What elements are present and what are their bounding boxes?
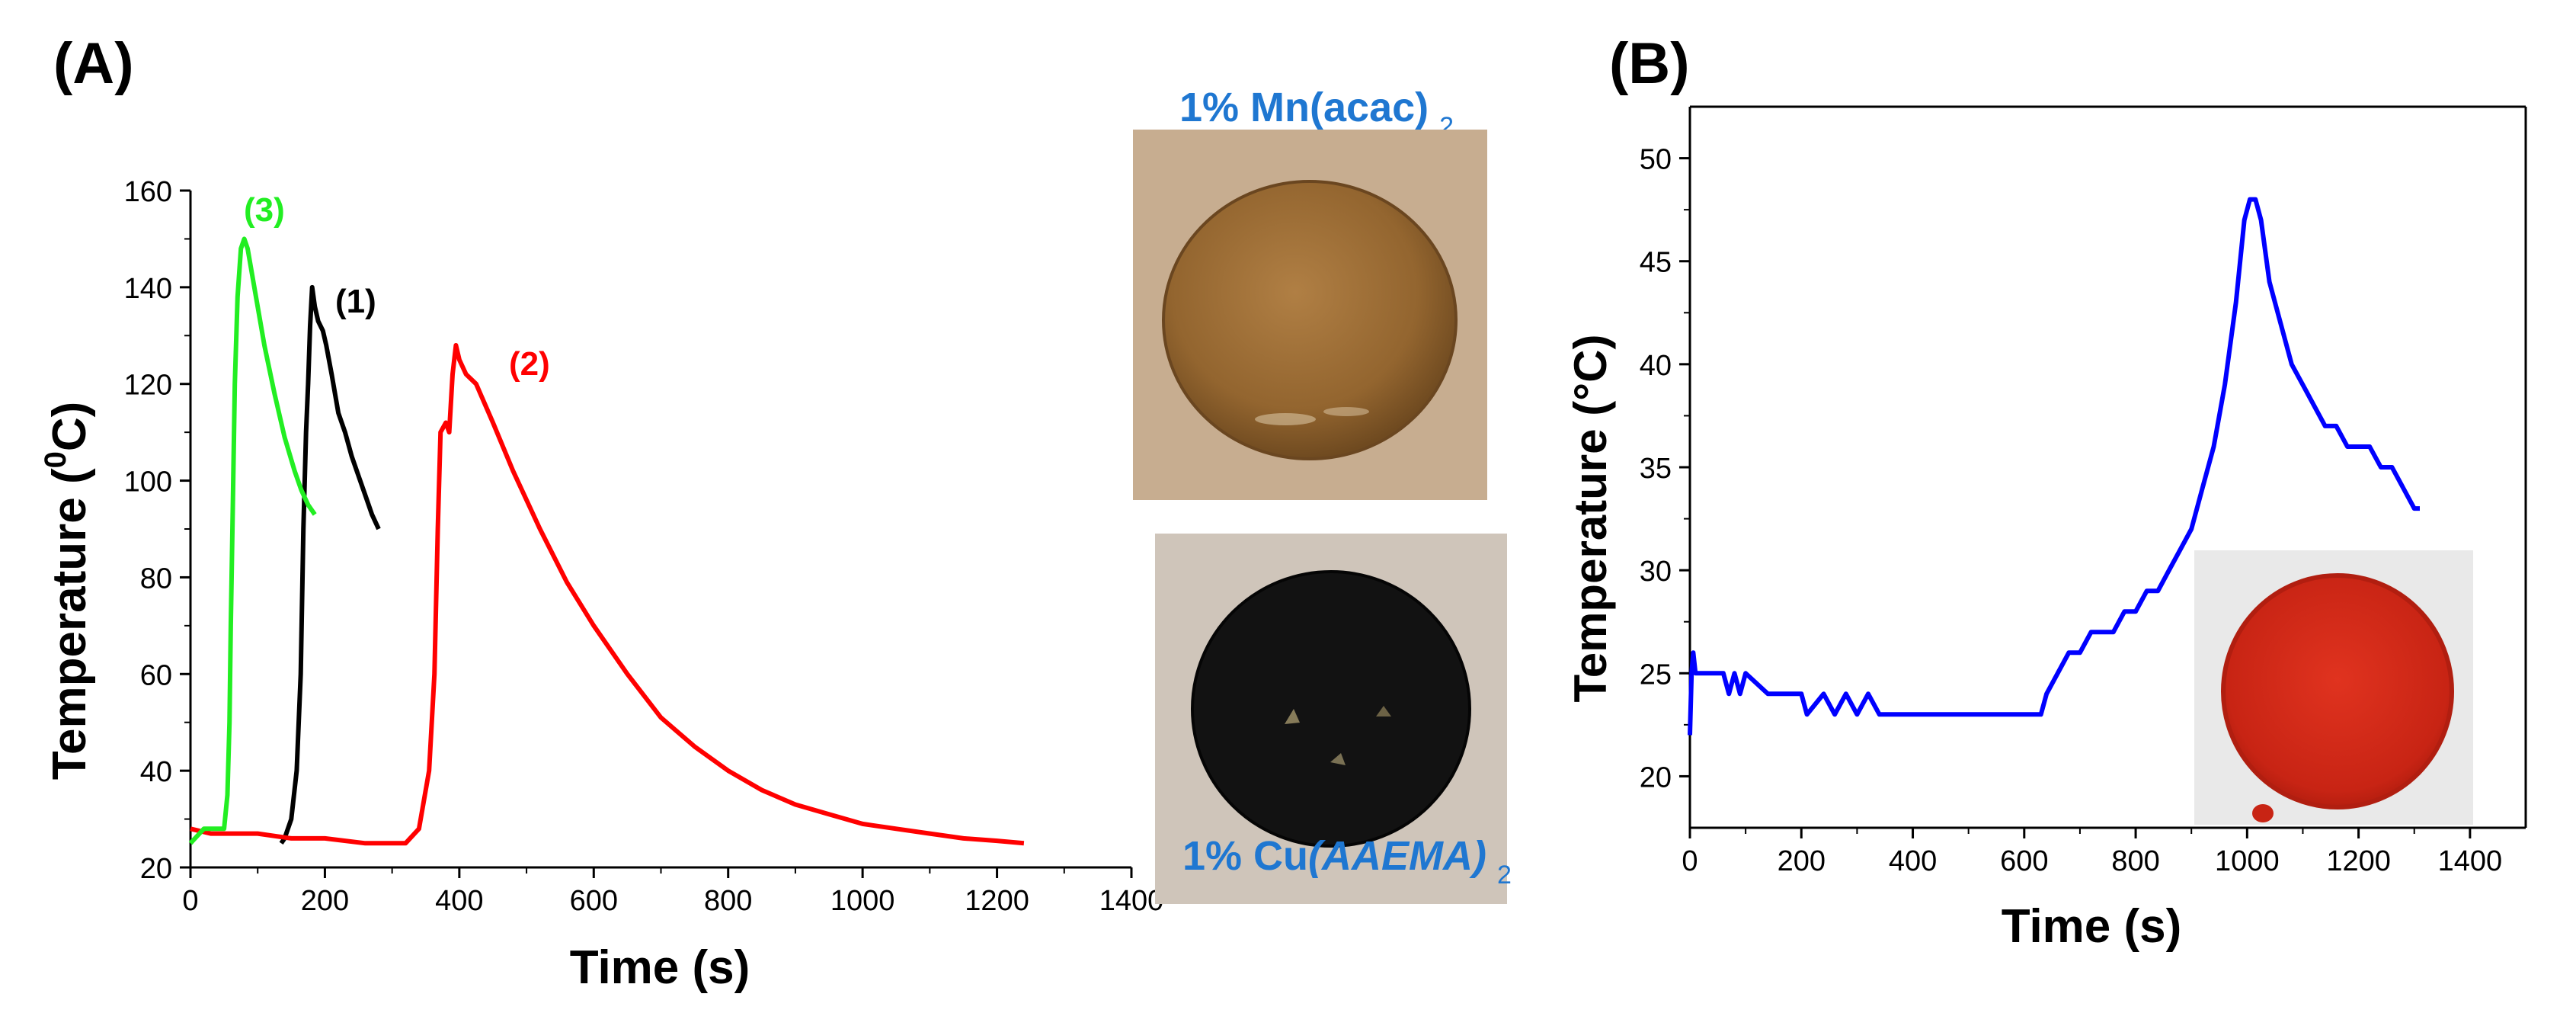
x-tick-label: 0 bbox=[1682, 845, 1698, 877]
red-sample-photo bbox=[2194, 550, 2473, 825]
chart-b-ylabel: Temperature (°C) bbox=[1565, 335, 1616, 703]
y-tick-label: 35 bbox=[1640, 453, 1672, 485]
x-tick-label: 1400 bbox=[2438, 845, 2503, 877]
x-tick-label: 200 bbox=[301, 885, 349, 917]
x-tick-label: 1400 bbox=[1099, 885, 1164, 917]
cu-sample-photo bbox=[1155, 534, 1507, 904]
x-tick-label: 1200 bbox=[2326, 845, 2391, 877]
x-tick-label: 800 bbox=[2111, 845, 2159, 877]
y-tick-label: 30 bbox=[1640, 556, 1672, 588]
x-tick-label: 1000 bbox=[2215, 845, 2280, 877]
y-tick-label: 100 bbox=[124, 466, 172, 498]
series-line-1 bbox=[279, 284, 381, 845]
y-tick-label: 25 bbox=[1640, 659, 1672, 691]
x-tick-label: 200 bbox=[1778, 845, 1826, 877]
x-tick-label: 400 bbox=[1889, 845, 1937, 877]
x-tick-label: 600 bbox=[2000, 845, 2048, 877]
x-tick-label: 400 bbox=[435, 885, 483, 917]
y-tick-label: 40 bbox=[140, 756, 172, 788]
y-tick-label: 60 bbox=[140, 659, 172, 691]
series-label-3: (3) bbox=[244, 191, 285, 229]
x-tick-label: 600 bbox=[570, 885, 618, 917]
chart-b-xlabel: Time (s) bbox=[2002, 900, 2182, 953]
chart-a-xlabel: Time (s) bbox=[570, 941, 750, 994]
series-line-2 bbox=[190, 343, 1025, 846]
series-label-2: (2) bbox=[509, 345, 550, 383]
mn-sample-photo bbox=[1133, 130, 1487, 500]
panel-label-a: (A) bbox=[53, 31, 134, 96]
x-tick-label: 0 bbox=[182, 885, 198, 917]
mn-sample-disc bbox=[1133, 130, 1487, 500]
y-tick-label: 160 bbox=[124, 176, 172, 208]
y-tick-label: 80 bbox=[140, 563, 172, 595]
panel-label-b: (B) bbox=[1609, 31, 1690, 96]
cu-photo-caption: 1% Cu(AAEMA) 2 bbox=[1182, 833, 1512, 890]
series-line-3 bbox=[188, 236, 317, 845]
x-tick-label: 800 bbox=[704, 885, 752, 917]
series-label-1: (1) bbox=[335, 283, 376, 320]
cu-sample-disc bbox=[1155, 534, 1507, 904]
red-sample-disc bbox=[2194, 550, 2473, 825]
x-tick-label: 1200 bbox=[965, 885, 1029, 917]
y-tick-label: 50 bbox=[1640, 144, 1672, 176]
y-tick-label: 120 bbox=[124, 370, 172, 402]
y-tick-label: 140 bbox=[124, 273, 172, 305]
mn-photo-caption: 1% Mn(acac) 2 bbox=[1179, 85, 1454, 141]
y-tick-label: 20 bbox=[1640, 761, 1672, 793]
y-tick-label: 40 bbox=[1640, 350, 1672, 382]
y-tick-label: 45 bbox=[1640, 247, 1672, 279]
chart-a-ylabel: Temperature (0C) bbox=[39, 402, 96, 781]
x-tick-label: 1000 bbox=[830, 885, 895, 917]
y-tick-label: 20 bbox=[140, 853, 172, 885]
